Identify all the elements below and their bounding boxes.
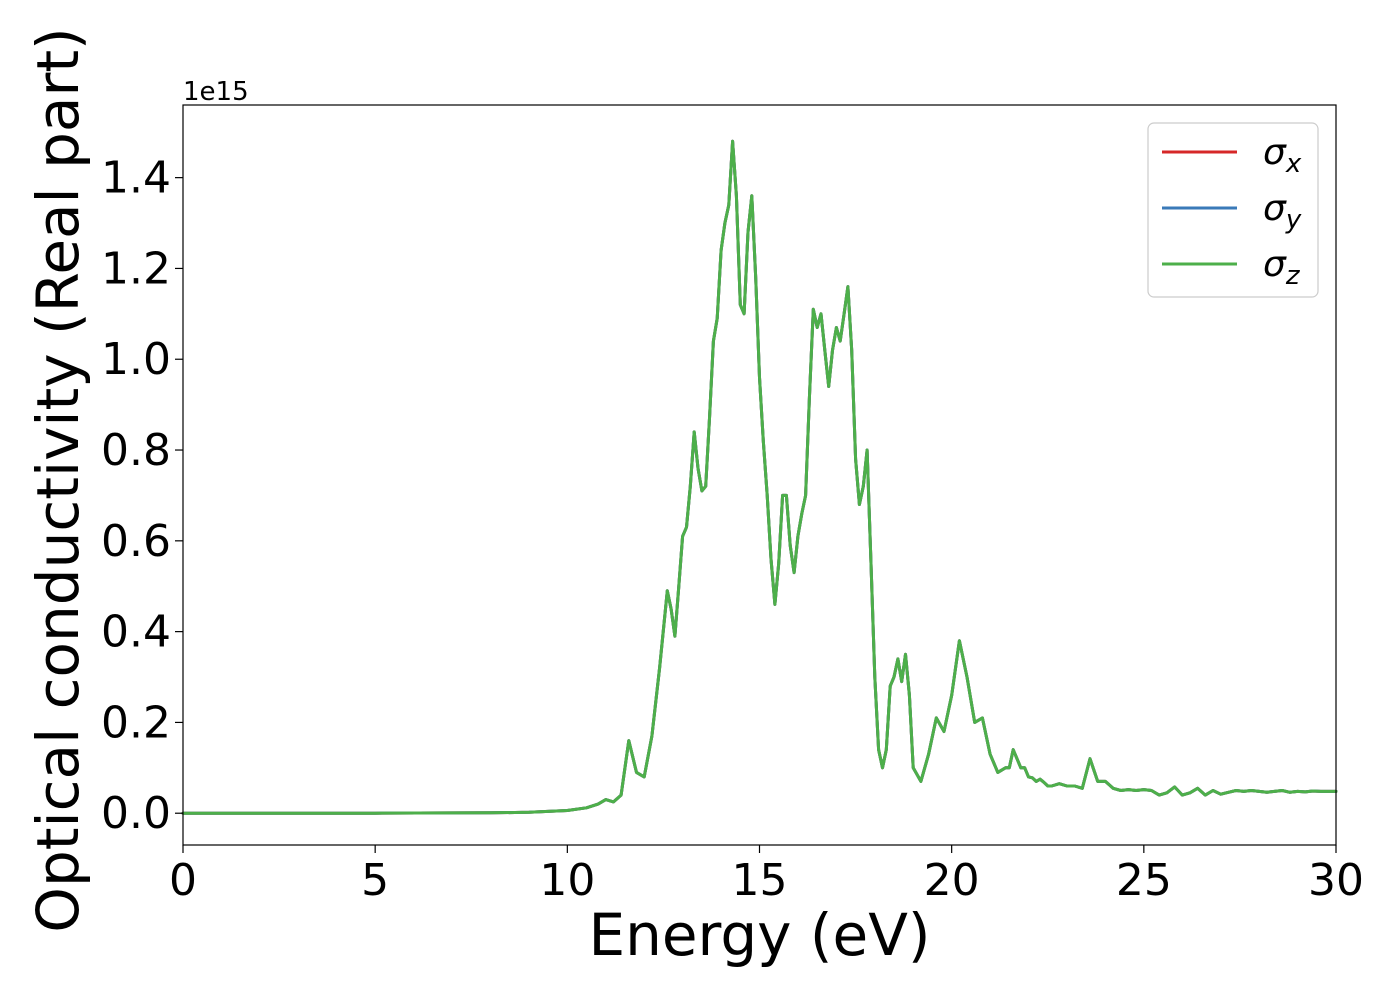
legend-label-x: σx (1263, 132, 1302, 179)
y-tick-label: 0.4 (101, 607, 171, 658)
y-tick-label: 1.4 (101, 153, 171, 204)
y-tick-label: 0.0 (101, 788, 171, 839)
x-axis-title: Energy (eV) (588, 901, 930, 969)
y-tick-label: 0.2 (101, 697, 171, 748)
legend: σx σy σz (1147, 122, 1319, 298)
y-axis: 0.0 0.2 0.4 0.6 0.8 1.0 1.2 1.4 (101, 153, 183, 839)
y-offset-label: 1e15 (183, 77, 249, 107)
x-tick-label: 5 (361, 855, 389, 906)
legend-box (1147, 122, 1319, 298)
series-lines (181, 139, 1338, 815)
x-tick-label: 30 (1308, 855, 1364, 906)
y-tick-label: 1.2 (101, 243, 171, 294)
y-tick-label: 1.0 (101, 334, 171, 385)
x-axis: 0 5 10 15 20 25 30 (169, 845, 1364, 906)
y-tick-label: 0.8 (101, 425, 171, 476)
y-axis-title: Optical conductivity (Real part) (24, 27, 92, 932)
series-line-z (181, 139, 1338, 815)
x-tick-label: 0 (169, 855, 197, 906)
x-tick-label: 10 (539, 855, 595, 906)
legend-label-y: σy (1263, 188, 1302, 235)
x-tick-label: 15 (732, 855, 788, 906)
x-tick-label: 25 (1116, 855, 1172, 906)
legend-label-z: σz (1263, 244, 1301, 291)
y-tick-label: 0.6 (101, 516, 171, 567)
x-tick-label: 20 (924, 855, 980, 906)
